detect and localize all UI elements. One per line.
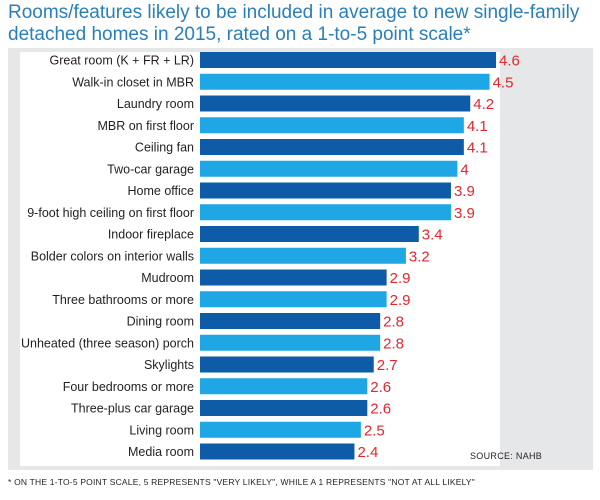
category-label: Dining room (127, 315, 194, 329)
bar (200, 334, 381, 351)
value-label: 2.7 (377, 357, 398, 374)
bar (200, 117, 464, 134)
bar (200, 443, 355, 460)
bar (200, 421, 361, 438)
bar (200, 182, 451, 199)
category-label: Media room (128, 445, 194, 459)
bar (200, 139, 464, 155)
bar (200, 269, 387, 286)
bar (200, 356, 374, 373)
bar (200, 52, 497, 68)
value-label: 2.8 (383, 314, 404, 331)
bar (200, 291, 387, 308)
value-label: 4.1 (467, 118, 488, 135)
value-label: 2.6 (370, 401, 391, 418)
value-label: 3.2 (409, 248, 430, 265)
bar (200, 204, 451, 221)
value-label: 4.5 (493, 74, 514, 91)
bar (200, 226, 419, 242)
value-label: 2.9 (390, 270, 411, 287)
bar (200, 160, 458, 177)
value-label: 4 (460, 161, 468, 178)
category-label: Four bedrooms or more (63, 380, 194, 394)
category-label: Skylights (144, 358, 194, 372)
category-label: Unheated (three season) porch (21, 336, 194, 350)
value-label: 4.6 (499, 53, 520, 70)
value-label: 4.1 (467, 140, 488, 157)
value-label: 2.5 (364, 422, 385, 439)
value-label: 2.9 (390, 292, 411, 309)
bar (200, 73, 490, 90)
category-label: Three-plus car garage (71, 402, 194, 416)
category-label: Laundry room (117, 97, 194, 111)
category-label: Home office (128, 184, 195, 198)
bar (200, 95, 471, 112)
value-label: 2.8 (383, 335, 404, 352)
value-label: 3.4 (422, 227, 443, 244)
value-label: 3.9 (454, 205, 475, 222)
category-label: Three bathrooms or more (52, 293, 194, 307)
category-label: Walk-in closet in MBR (72, 75, 194, 89)
category-label: Indoor fireplace (108, 228, 194, 242)
category-label: Two-car garage (107, 162, 194, 176)
bar (200, 247, 406, 264)
category-label: 9-foot high ceiling on first floor (27, 206, 194, 220)
chart-title: Rooms/features likely to be included in … (8, 2, 580, 45)
bar (200, 378, 368, 395)
bar (200, 313, 381, 329)
bar (200, 400, 368, 416)
value-label: 2.4 (357, 444, 378, 461)
value-label: 3.9 (454, 183, 475, 200)
category-label: Living room (129, 423, 194, 437)
source-note: SOURCE: NAHB (470, 451, 543, 461)
footnote: * ON THE 1-TO-5 POINT SCALE, 5 REPRESENT… (8, 477, 476, 487)
category-label: Mudroom (141, 271, 194, 285)
category-label: Bolder colors on interior walls (31, 249, 194, 263)
category-label: MBR on first floor (97, 119, 194, 133)
value-label: 2.6 (370, 379, 391, 396)
value-label: 4.2 (473, 96, 494, 113)
category-label: Ceiling fan (135, 141, 194, 155)
category-label: Great room (K + FR + LR) (50, 54, 194, 68)
